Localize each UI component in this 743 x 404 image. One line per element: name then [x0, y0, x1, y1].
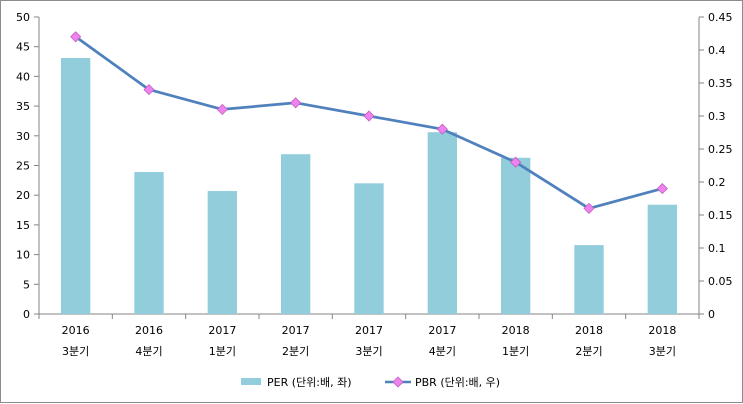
- category-year-label: 2018: [575, 324, 603, 337]
- left-tick-label: 10: [16, 249, 30, 262]
- legend-per-label: PER (단위:배, 좌): [267, 376, 352, 389]
- category-quarter-label: 3분기: [62, 345, 89, 358]
- pbr-point-marker: [216, 103, 228, 115]
- left-tick-label: 40: [16, 70, 30, 83]
- left-tick-label: 5: [23, 278, 30, 291]
- per-bar: [354, 183, 384, 314]
- left-tick-label: 0: [23, 308, 30, 321]
- pbr-point-marker: [290, 97, 302, 109]
- pbr-point-marker: [510, 156, 522, 168]
- category-quarter-label: 3분기: [355, 345, 382, 358]
- category-year-label: 2018: [502, 324, 530, 337]
- per-bar: [134, 172, 164, 314]
- pbr-point-marker: [656, 183, 668, 195]
- per-bar: [647, 204, 677, 314]
- right-tick-label: 0.05: [708, 275, 733, 288]
- category-year-label: 2018: [648, 324, 676, 337]
- pbr-point-marker: [70, 31, 82, 43]
- right-tick-label: 0.4: [708, 44, 726, 57]
- category-quarter-label: 3분기: [649, 345, 676, 358]
- category-year-label: 2016: [135, 324, 163, 337]
- per-bars: [61, 57, 677, 315]
- right-tick-label: 0.45: [708, 11, 733, 24]
- left-tick-label: 25: [16, 160, 30, 173]
- legend-per-swatch: [241, 378, 261, 385]
- pbr-point-marker: [363, 110, 375, 122]
- right-tick-label: 0.3: [708, 110, 726, 123]
- right-tick-label: 0: [708, 308, 715, 321]
- right-tick-label: 0.2: [708, 176, 726, 189]
- per-bar: [61, 57, 91, 315]
- left-tick-label: 35: [16, 100, 30, 113]
- pbr-point-marker: [436, 123, 448, 135]
- right-tick-label: 0.25: [708, 143, 733, 156]
- category-year-label: 2017: [428, 324, 456, 337]
- left-tick-label: 50: [16, 11, 30, 24]
- category-quarter-label: 2분기: [575, 345, 602, 358]
- per-bar: [501, 157, 531, 314]
- pbr-point-marker: [583, 202, 595, 214]
- legend-pbr-marker: [392, 376, 404, 388]
- left-tick-label: 15: [16, 219, 30, 232]
- left-axis: 0 5 10 15 20 25 30 35 40 45 50: [16, 11, 40, 321]
- category-year-label: 2017: [282, 324, 310, 337]
- per-bar: [207, 191, 237, 314]
- per-bar: [427, 132, 457, 314]
- left-tick-label: 20: [16, 189, 30, 202]
- left-tick-label: 30: [16, 130, 30, 143]
- legend: PER (단위:배, 좌) PBR (단위:배, 우): [241, 376, 500, 389]
- x-axis: 2016 3분기 2016 4분기 2017 1분기 2017 2분기 2017 3분기 2017 4…: [38, 313, 700, 358]
- right-tick-label: 0.35: [708, 77, 733, 90]
- category-quarter-label: 4분기: [135, 345, 162, 358]
- right-tick-label: 0.1: [708, 242, 726, 255]
- category-year-label: 2016: [62, 324, 90, 337]
- category-quarter-label: 1분기: [209, 345, 236, 358]
- legend-pbr-label: PBR (단위:배, 우): [415, 376, 500, 389]
- per-bar: [574, 245, 604, 314]
- right-axis: 0 0.05 0.1 0.15 0.2 0.25 0.3 0.35 0.4 0.45: [698, 11, 733, 321]
- category-year-label: 2017: [208, 324, 236, 337]
- left-tick-label: 45: [16, 41, 30, 54]
- category-quarter-label: 4분기: [429, 345, 456, 358]
- pbr-line: [70, 31, 668, 214]
- category-quarter-label: 2분기: [282, 345, 309, 358]
- pbr-point-marker: [143, 84, 155, 96]
- category-quarter-label: 1분기: [502, 345, 529, 358]
- category-year-label: 2017: [355, 324, 383, 337]
- per-bar: [281, 154, 311, 314]
- right-tick-label: 0.15: [708, 209, 733, 222]
